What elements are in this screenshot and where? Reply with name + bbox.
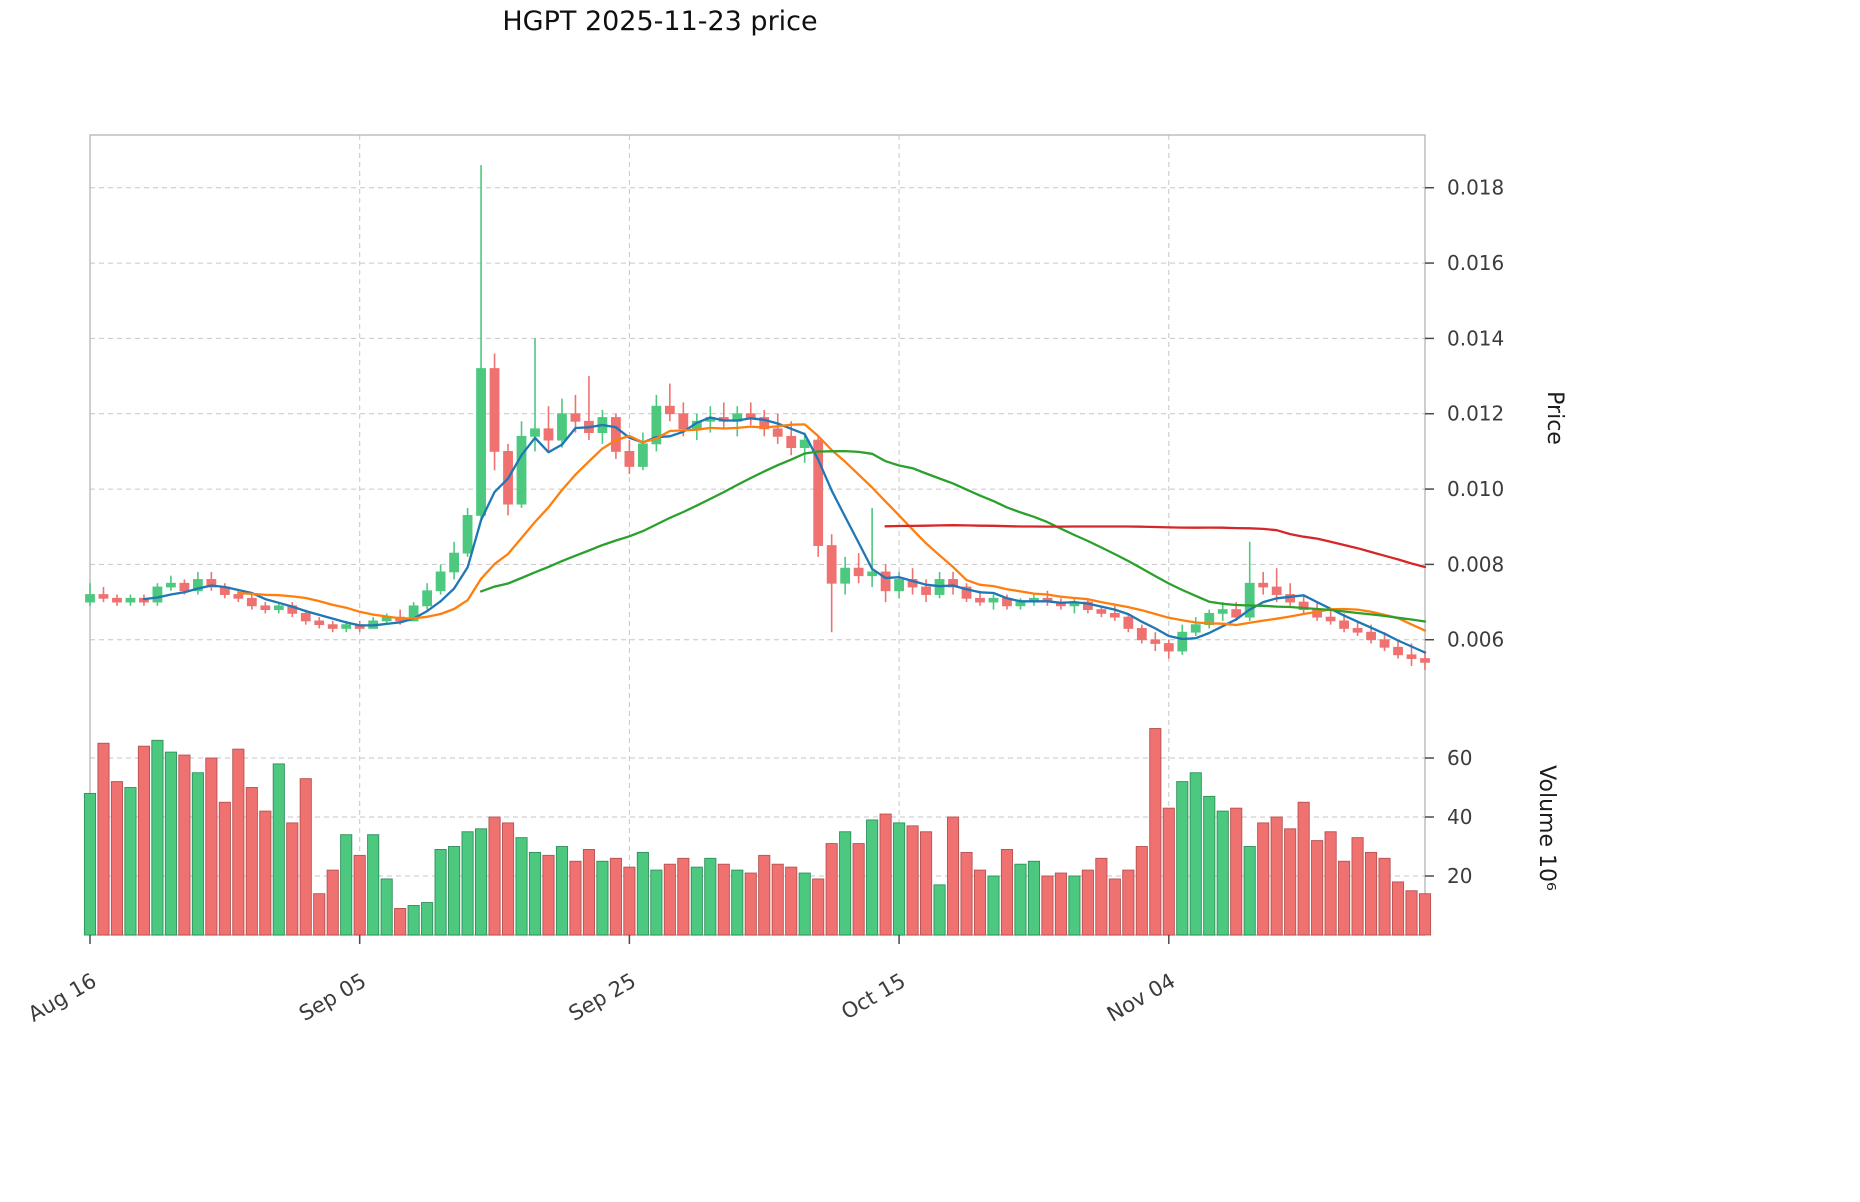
chart-title: HGPT 2025-11-23 price [502, 6, 817, 37]
volume-axis-label: Volume 10⁶ [1534, 765, 1559, 891]
svg-text:Sep 05: Sep 05 [295, 969, 370, 1026]
svg-text:Sep 25: Sep 25 [565, 969, 640, 1026]
svg-text:0.012: 0.012 [1447, 402, 1504, 426]
svg-text:60: 60 [1447, 746, 1472, 770]
svg-text:0.008: 0.008 [1447, 552, 1504, 576]
svg-text:0.014: 0.014 [1447, 326, 1504, 350]
svg-text:0.018: 0.018 [1447, 176, 1504, 200]
svg-text:40: 40 [1447, 805, 1472, 829]
svg-text:0.016: 0.016 [1447, 251, 1504, 275]
svg-text:Oct 15: Oct 15 [837, 969, 909, 1025]
svg-text:0.010: 0.010 [1447, 477, 1504, 501]
svg-text:Nov 04: Nov 04 [1103, 969, 1179, 1027]
svg-text:20: 20 [1447, 864, 1472, 888]
svg-text:0.006: 0.006 [1447, 628, 1504, 652]
svg-text:Aug 16: Aug 16 [24, 969, 100, 1027]
price-axis-label: Price [1542, 391, 1567, 445]
plot-area: 0.006 0.008 0.010 0.012 0.014 0.016 0.018 20 40 6… [24, 134, 1504, 1027]
